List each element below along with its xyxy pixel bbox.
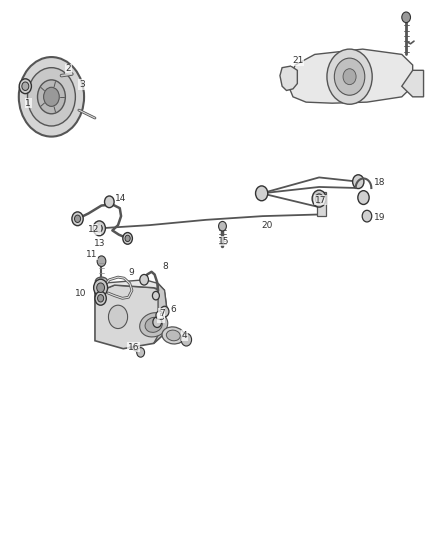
Text: 15: 15: [218, 237, 230, 246]
Polygon shape: [95, 280, 165, 293]
Polygon shape: [154, 284, 167, 343]
Circle shape: [96, 224, 102, 232]
Circle shape: [327, 49, 372, 104]
Circle shape: [358, 191, 369, 205]
Circle shape: [353, 175, 364, 189]
Circle shape: [402, 12, 410, 22]
Text: 11: 11: [86, 250, 98, 259]
Circle shape: [74, 215, 81, 222]
Circle shape: [19, 57, 84, 136]
Circle shape: [44, 87, 59, 107]
Circle shape: [312, 190, 326, 207]
Circle shape: [125, 235, 130, 241]
Text: 13: 13: [94, 239, 105, 248]
Polygon shape: [95, 285, 167, 349]
Circle shape: [315, 194, 323, 204]
Text: 4: 4: [182, 331, 187, 340]
Circle shape: [93, 221, 106, 236]
Circle shape: [22, 82, 29, 91]
Circle shape: [97, 256, 106, 266]
Ellipse shape: [166, 330, 180, 341]
Text: 6: 6: [170, 305, 176, 314]
Circle shape: [109, 305, 127, 328]
Text: 20: 20: [261, 221, 273, 230]
Circle shape: [219, 221, 226, 231]
Circle shape: [362, 211, 372, 222]
Circle shape: [153, 317, 162, 327]
Text: 10: 10: [74, 288, 86, 297]
Text: 5: 5: [158, 313, 164, 322]
Circle shape: [137, 348, 145, 357]
Circle shape: [94, 279, 108, 296]
Circle shape: [28, 68, 75, 126]
Ellipse shape: [95, 277, 108, 286]
Polygon shape: [289, 49, 413, 103]
Circle shape: [72, 212, 83, 225]
Text: 21: 21: [292, 56, 304, 65]
Text: 19: 19: [374, 213, 385, 222]
Text: 14: 14: [116, 194, 127, 203]
Circle shape: [97, 283, 105, 293]
Text: 8: 8: [162, 262, 168, 271]
Text: 7: 7: [159, 309, 165, 318]
Circle shape: [19, 79, 32, 94]
Ellipse shape: [162, 327, 184, 344]
Circle shape: [152, 292, 159, 300]
Text: 16: 16: [127, 343, 139, 352]
Circle shape: [181, 333, 191, 346]
Text: 3: 3: [79, 80, 85, 89]
Polygon shape: [402, 70, 424, 97]
Text: 9: 9: [128, 268, 134, 277]
Ellipse shape: [140, 313, 168, 337]
Circle shape: [105, 196, 114, 208]
Text: 18: 18: [374, 178, 385, 187]
Circle shape: [160, 306, 169, 317]
Circle shape: [140, 274, 148, 285]
Bar: [317, 192, 325, 216]
Circle shape: [38, 80, 65, 114]
Circle shape: [123, 232, 132, 244]
Ellipse shape: [145, 317, 162, 333]
Circle shape: [343, 69, 356, 85]
Circle shape: [334, 58, 365, 95]
Circle shape: [95, 292, 106, 305]
Circle shape: [255, 186, 268, 201]
Text: 12: 12: [88, 225, 100, 234]
Text: 17: 17: [315, 196, 326, 205]
Text: 2: 2: [66, 64, 71, 73]
Circle shape: [156, 311, 163, 319]
Text: 1: 1: [25, 99, 31, 108]
Polygon shape: [280, 66, 297, 91]
Circle shape: [98, 295, 104, 302]
